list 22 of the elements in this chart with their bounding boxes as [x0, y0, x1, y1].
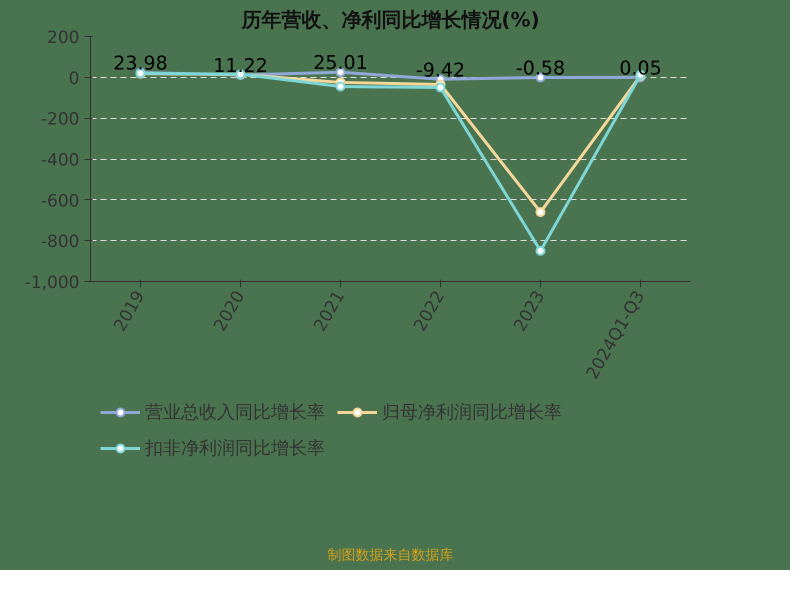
data-label: 11.22 [213, 55, 268, 78]
legend-label: 营业总收入同比增长率 [145, 401, 325, 424]
y-tick-label: -200 [40, 110, 80, 130]
y-tick-label: 200 [47, 28, 80, 48]
point [536, 246, 546, 256]
y-tick-label: -1,000 [24, 273, 80, 293]
legend-label: 扣非净利润同比增长率 [145, 437, 325, 460]
data-label: 25.01 [313, 52, 368, 74]
point [336, 82, 346, 92]
y-tick-label: -400 [40, 150, 80, 170]
y-tick-label: -800 [40, 232, 80, 252]
legend-label: 归母净利润同比增长率 [382, 401, 562, 424]
data-label: -0.58 [516, 57, 566, 80]
point [536, 207, 546, 218]
data-label: 23.98 [113, 52, 168, 74]
y-tick-label: -600 [40, 191, 80, 212]
y-tick-label: 0 [68, 68, 80, 89]
data-label: 0.05 [619, 57, 662, 80]
point [436, 82, 446, 93]
text: 制图数据来自数据库 [328, 547, 454, 564]
data-label: -9.42 [416, 59, 466, 82]
chart-title: 历年营收、净利同比增长情况(%) [240, 8, 540, 32]
